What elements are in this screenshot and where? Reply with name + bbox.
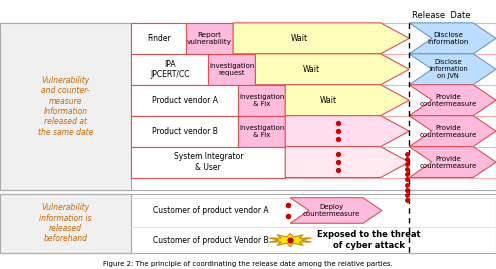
Text: Provide
countermeasure: Provide countermeasure [420, 155, 477, 169]
Bar [0, 23, 131, 190]
Text: Disclose
information
on JVN: Disclose information on JVN [429, 59, 468, 79]
Text: Report
vulnerability: Report vulnerability [187, 32, 232, 45]
Text: Investigation
request: Investigation request [209, 63, 254, 76]
Text: Figure 2: The principle of coordinating the release date among the relative part: Figure 2: The principle of coordinating … [103, 261, 393, 267]
Polygon shape [409, 85, 496, 116]
Text: Investigation
& Fix: Investigation & Fix [239, 94, 284, 107]
Polygon shape [290, 198, 382, 223]
Polygon shape [409, 147, 496, 178]
Polygon shape [409, 54, 496, 85]
Polygon shape [285, 85, 409, 116]
Bar [238, 116, 285, 147]
Text: Vulnerability
information is
released
beforehand: Vulnerability information is released be… [40, 203, 92, 243]
Text: Vulnerability
and counter-
measure
Information
released at
the same date: Vulnerability and counter- measure Infor… [38, 76, 93, 137]
Bar [208, 54, 255, 85]
Text: Product vendor A: Product vendor A [152, 96, 218, 105]
Polygon shape [409, 23, 496, 54]
Polygon shape [255, 54, 409, 85]
Bar [131, 54, 208, 85]
Bar [131, 147, 285, 178]
Text: Investigation
& Fix: Investigation & Fix [239, 125, 284, 138]
Text: IPA
JPCERT/CC: IPA JPCERT/CC [150, 59, 189, 79]
Bar [186, 23, 233, 54]
Bar [0, 23, 496, 190]
Text: Disclose
information: Disclose information [428, 32, 469, 45]
Text: Release  Date: Release Date [412, 11, 470, 20]
Polygon shape [409, 116, 496, 147]
Text: Provide
countermeasure: Provide countermeasure [420, 94, 477, 107]
Text: Exposed to the threat
of cyber attack: Exposed to the threat of cyber attack [317, 230, 421, 250]
Text: Wait: Wait [303, 65, 320, 74]
Text: Customer of product vendor A: Customer of product vendor A [153, 206, 269, 215]
Text: Wait: Wait [291, 34, 308, 43]
Bar [0, 194, 496, 253]
Text: System Integrator
& User: System Integrator & User [174, 152, 243, 172]
Bar [131, 23, 186, 54]
Text: Wait: Wait [319, 96, 337, 105]
Text: Deploy
countermeasure: Deploy countermeasure [303, 204, 360, 217]
Text: Provide
countermeasure: Provide countermeasure [420, 125, 477, 138]
Text: Product vendor B: Product vendor B [152, 127, 218, 136]
Text: Finder: Finder [147, 34, 171, 43]
Bar [238, 85, 285, 116]
Polygon shape [285, 147, 409, 178]
Polygon shape [233, 23, 409, 54]
Polygon shape [269, 233, 311, 247]
Polygon shape [285, 116, 409, 147]
Text: Customer of product Vendor B: Customer of product Vendor B [153, 236, 269, 245]
Bar [0, 194, 131, 253]
Bar [131, 85, 238, 116]
Bar [131, 116, 238, 147]
